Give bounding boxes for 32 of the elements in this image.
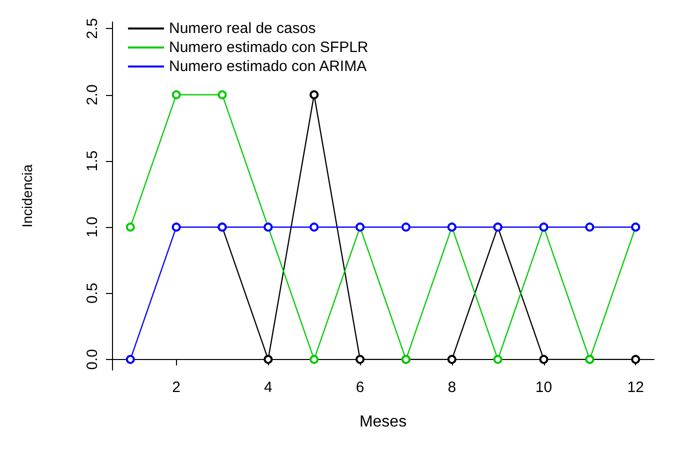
point	[126, 222, 135, 232]
x-tick-label: 8	[448, 379, 456, 396]
y-tick-label: 0.5	[84, 282, 101, 304]
legend-label: Numero estimado con ARIMA	[169, 58, 367, 75]
x-tick-label: 4	[264, 379, 272, 396]
point	[356, 354, 365, 364]
point	[310, 354, 319, 364]
point	[172, 90, 181, 100]
point	[585, 222, 594, 232]
point	[401, 222, 410, 232]
point	[218, 90, 227, 100]
point	[264, 354, 273, 364]
point	[310, 222, 319, 232]
point	[126, 354, 135, 364]
point	[447, 354, 456, 364]
y-axis-title: Incidencia	[19, 164, 35, 228]
x-tick-label: 10	[535, 379, 552, 396]
point	[493, 354, 502, 364]
legend-label: Numero real de casos	[169, 20, 316, 37]
legend-label: Numero estimado con SFPLR	[169, 39, 368, 56]
y-tick-label: 2.5	[84, 18, 101, 40]
y-tick-label: 1.0	[84, 216, 101, 238]
x-axis-title: Meses	[359, 414, 407, 430]
y-tick-label: 2.0	[84, 84, 101, 106]
point	[172, 222, 181, 232]
y-tick-label: 1.5	[84, 150, 101, 172]
point	[539, 354, 548, 364]
y-tick-label: 0.0	[84, 348, 101, 370]
x-tick-label: 2	[172, 379, 180, 396]
x-tick-label: 6	[356, 379, 364, 396]
point	[310, 90, 319, 100]
x-tick-label: 12	[627, 379, 644, 396]
